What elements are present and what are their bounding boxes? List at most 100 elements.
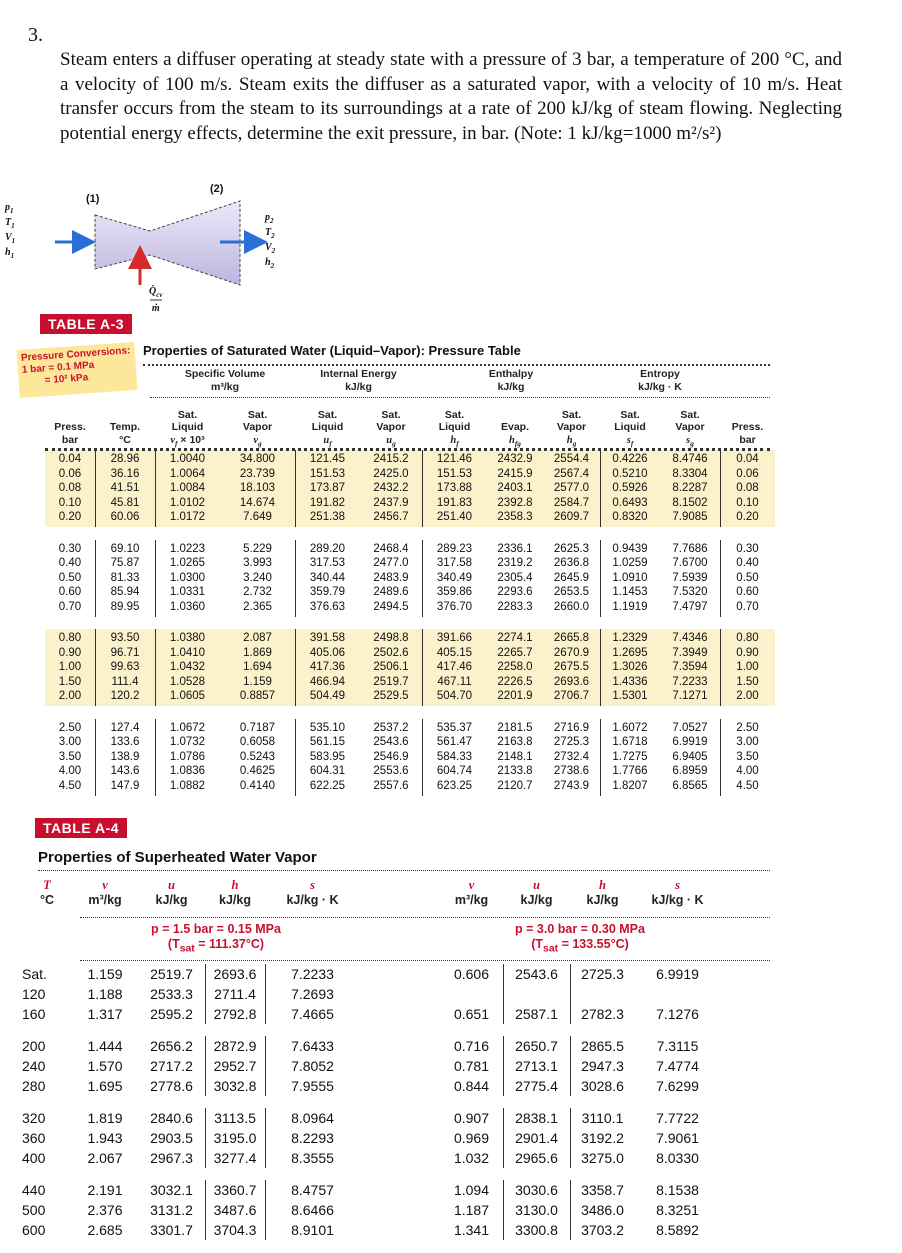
table-cell: 2483.9 <box>373 571 409 584</box>
symbol: V2 <box>265 242 276 255</box>
table-cell: 2319.2 <box>497 557 533 570</box>
column-symbol: sf <box>600 434 660 451</box>
column-rule <box>295 629 296 706</box>
table-cell: 111.4 <box>111 675 139 688</box>
table-cell: 0.8320 <box>612 511 648 524</box>
symbol: u <box>533 878 540 892</box>
table-cell: 2725.3 <box>581 966 624 982</box>
table-cell: 1.0084 <box>169 482 206 495</box>
section-pressure: p = 1.5 bar = 0.15 MPa <box>151 922 281 936</box>
table-cell: 1.188 <box>87 986 123 1002</box>
table-cell: 7.3949 <box>672 646 708 659</box>
table-cell: 1.695 <box>87 1078 123 1094</box>
table-cell: 7.4665 <box>291 1006 334 1022</box>
table-cell: 0.969 <box>453 1130 490 1146</box>
table-cell: 96.71 <box>110 646 140 659</box>
table-cell: 1.159 <box>87 966 123 982</box>
column-rule <box>600 718 601 796</box>
row-temperature: 200 <box>22 1038 46 1054</box>
table-cell: 6.8959 <box>672 765 708 778</box>
column-rule <box>205 1108 206 1168</box>
table-cell: 417.46 <box>436 661 473 674</box>
table-cell: 2872.9 <box>213 1038 257 1054</box>
table-title: Properties of Saturated Water (Liquid–Va… <box>143 343 521 358</box>
table-cell: 289.23 <box>436 542 473 555</box>
table-cell: 7.0527 <box>672 721 708 734</box>
column-rule <box>570 964 571 1024</box>
table-cell: 7.6433 <box>291 1038 334 1054</box>
rule <box>150 397 770 398</box>
group-header: Specific Volume m³/kg <box>155 368 295 396</box>
table-cell: 0.5243 <box>239 750 276 763</box>
table-cell: 6.9919 <box>672 736 708 749</box>
subscript: 1 <box>10 207 14 215</box>
table-cell: 2645.9 <box>553 571 590 584</box>
row-temperature: 160 <box>22 1006 46 1022</box>
column-header-line: Temp. <box>109 421 141 433</box>
subscript: g <box>690 438 694 448</box>
tsat-value: = 133.55°C) <box>558 937 629 951</box>
table-cell: 2732.4 <box>553 750 590 763</box>
table-cell: 0.08 <box>736 482 759 495</box>
table-cell: 4.50 <box>736 779 759 792</box>
table-cell: 0.8857 <box>239 690 276 703</box>
column-rule <box>155 450 156 527</box>
table-cell: 89.95 <box>110 600 140 613</box>
table-cell: 7.7722 <box>656 1110 699 1126</box>
table-cell: 75.87 <box>110 557 140 570</box>
outlet-state: p2 T2 V2 h2 <box>265 212 275 272</box>
subscript: 1 <box>11 237 16 245</box>
column-rule <box>720 718 721 796</box>
table-cell: 604.31 <box>309 765 346 778</box>
table-cell: 2711.4 <box>214 986 256 1002</box>
table-cell: 1.0040 <box>169 453 206 465</box>
rule <box>80 960 770 961</box>
table-cell: 2456.7 <box>373 511 409 524</box>
table-cell: 2533.3 <box>150 986 193 1002</box>
group-unit: kJ/kg · K <box>638 380 682 393</box>
table-cell: 2.732 <box>243 586 272 599</box>
symbol: s <box>310 878 315 892</box>
table-cell: 504.49 <box>309 690 346 703</box>
table-tag: TABLE A-4 <box>35 818 128 838</box>
table-cell: 604.74 <box>436 765 473 778</box>
table-cell: 0.50 <box>736 571 759 584</box>
table-cell: 3703.2 <box>581 1222 624 1238</box>
table-cell: 317.58 <box>436 557 473 570</box>
table-cell: 3028.6 <box>581 1078 624 1094</box>
table-cell: 1.3026 <box>612 661 648 674</box>
column-rule <box>422 629 423 706</box>
table-cell: 2967.3 <box>150 1150 193 1166</box>
table-cell: 8.2287 <box>672 482 708 495</box>
symbol: p2 <box>265 212 274 225</box>
table-cell: 0.40 <box>58 557 82 570</box>
table-cell: 0.10 <box>736 496 759 509</box>
table-cell: 2258.0 <box>497 661 533 674</box>
table-cell: 0.4226 <box>612 453 648 465</box>
table-cell: 3.00 <box>58 736 82 749</box>
table-cell: 1.7275 <box>612 750 648 763</box>
table-cell: 0.907 <box>453 1110 490 1126</box>
column-header: u kJ/kg <box>503 878 570 910</box>
table-cell: 4.50 <box>58 779 82 792</box>
table-cell: 8.3304 <box>672 467 708 480</box>
table-cell: 2.191 <box>87 1182 123 1198</box>
row-temperature: 400 <box>22 1150 46 1166</box>
table-cell: 127.4 <box>110 721 140 734</box>
table-cell: 0.60 <box>58 586 82 599</box>
row-shade <box>45 629 775 706</box>
table-cell: 3704.3 <box>213 1222 257 1238</box>
table-cell: 2.00 <box>736 690 759 703</box>
symbol: vf <box>170 434 178 448</box>
table-cell: 2792.8 <box>213 1006 257 1022</box>
table-cell: 2838.1 <box>515 1110 558 1126</box>
column-rule <box>265 1108 266 1168</box>
table-cell: 1.0300 <box>169 571 206 584</box>
column-header: Evap. hfg <box>487 421 543 448</box>
table-cell: 2120.7 <box>497 779 533 792</box>
table-cell: 0.60 <box>736 586 759 599</box>
row-temperature: 120 <box>22 986 46 1002</box>
table-cell: 8.3251 <box>656 1202 699 1218</box>
row-shade <box>45 450 775 527</box>
problem-number: 3. <box>28 24 43 46</box>
